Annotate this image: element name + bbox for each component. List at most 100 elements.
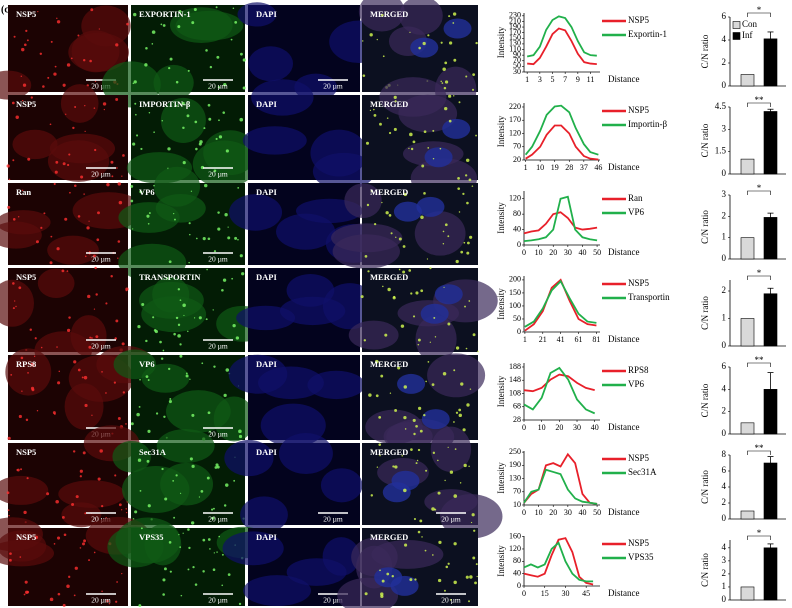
speckle xyxy=(71,502,75,506)
y-axis-label: C/N ratio xyxy=(700,123,710,157)
panel-label: NSP5 xyxy=(16,9,36,19)
speckle xyxy=(472,333,476,337)
speckle xyxy=(465,75,468,78)
speckle xyxy=(369,109,372,112)
y-tick-label: 50 xyxy=(513,61,521,70)
speckle xyxy=(207,411,211,415)
speckle xyxy=(30,96,33,99)
speckle xyxy=(23,593,26,596)
speckle xyxy=(166,277,169,280)
speckle xyxy=(82,451,86,455)
speckle xyxy=(440,41,443,44)
speckle xyxy=(453,580,457,585)
speckle xyxy=(147,379,150,382)
speckle xyxy=(420,289,424,293)
speckle xyxy=(118,200,123,205)
speckle xyxy=(193,317,196,319)
bar xyxy=(740,237,755,260)
speckle xyxy=(380,374,384,378)
legend-label: VP6 xyxy=(628,207,645,217)
speckle xyxy=(47,76,50,79)
cell xyxy=(113,349,157,380)
image-panel: DAPI 20 µm xyxy=(224,433,363,534)
speckle xyxy=(23,510,27,515)
speckle xyxy=(70,57,73,60)
x-tick-label: 37 xyxy=(580,163,588,172)
speckle xyxy=(465,347,468,350)
speckle xyxy=(203,183,208,188)
speckle xyxy=(88,345,92,349)
speckle xyxy=(207,103,211,107)
speckle xyxy=(79,469,83,473)
speckle xyxy=(215,6,218,9)
speckle xyxy=(172,479,175,482)
speckle xyxy=(21,47,25,52)
speckle xyxy=(202,538,206,542)
speckle xyxy=(390,232,393,235)
speckle xyxy=(81,376,84,379)
speckle xyxy=(404,428,407,430)
speckle xyxy=(209,65,213,69)
speckle xyxy=(189,233,191,236)
cell xyxy=(5,348,52,396)
speckle xyxy=(400,324,405,328)
x-axis-label: Distance xyxy=(608,74,640,84)
speckle xyxy=(364,592,368,596)
image-panel: DAPI xyxy=(242,79,375,190)
scale-label: 20 µm xyxy=(441,596,461,605)
speckle xyxy=(455,259,459,264)
speckle xyxy=(53,72,57,76)
x-tick-label: 40 xyxy=(578,248,586,257)
speckle xyxy=(437,459,439,462)
cell xyxy=(379,77,447,117)
speckle xyxy=(115,600,118,603)
x-tick-label: 10 xyxy=(535,508,543,517)
speckle xyxy=(223,393,227,397)
significance-bracket xyxy=(747,535,771,540)
speckle xyxy=(83,375,88,380)
significance-label: * xyxy=(757,183,762,193)
cell xyxy=(310,129,368,177)
speckle xyxy=(472,556,476,560)
y-tick-label: 68 xyxy=(513,402,521,411)
y-tick-label: 40 xyxy=(513,224,521,233)
speckle xyxy=(366,203,370,207)
speckle xyxy=(7,436,11,440)
speckle xyxy=(167,147,171,151)
speckle xyxy=(215,137,218,141)
speckle xyxy=(134,102,137,105)
nucleus xyxy=(397,373,426,394)
y-axis-label: C/N ratio xyxy=(700,470,710,504)
speckle xyxy=(111,175,114,178)
speckle xyxy=(440,80,442,83)
speckle xyxy=(470,521,473,524)
significance-label: ** xyxy=(755,355,765,365)
speckle xyxy=(83,539,87,543)
x-tick-label: 45 xyxy=(582,589,590,598)
panel-label: VP6 xyxy=(139,187,155,197)
speckle xyxy=(227,236,231,240)
cell xyxy=(156,429,215,463)
y-axis-label: Intensity xyxy=(496,288,506,320)
speckle xyxy=(187,528,190,531)
nucleus xyxy=(442,118,471,139)
speckle xyxy=(56,247,60,251)
speckle xyxy=(153,184,155,187)
cell xyxy=(415,315,457,363)
scale-label: 20 µm xyxy=(323,515,343,524)
cell xyxy=(251,79,314,116)
figure-label: (c) xyxy=(1,4,12,15)
scale-label: 20 µm xyxy=(208,170,228,179)
speckle xyxy=(136,134,139,137)
speckle xyxy=(53,543,56,545)
speckle xyxy=(429,267,432,270)
speckle xyxy=(242,86,246,90)
speckle xyxy=(217,86,221,89)
speckle xyxy=(160,357,164,360)
scale-label: 20 µm xyxy=(91,596,111,605)
bar xyxy=(763,293,778,347)
speckle xyxy=(74,106,77,109)
speckle xyxy=(25,29,28,33)
x-tick-label: 0 xyxy=(522,508,526,517)
